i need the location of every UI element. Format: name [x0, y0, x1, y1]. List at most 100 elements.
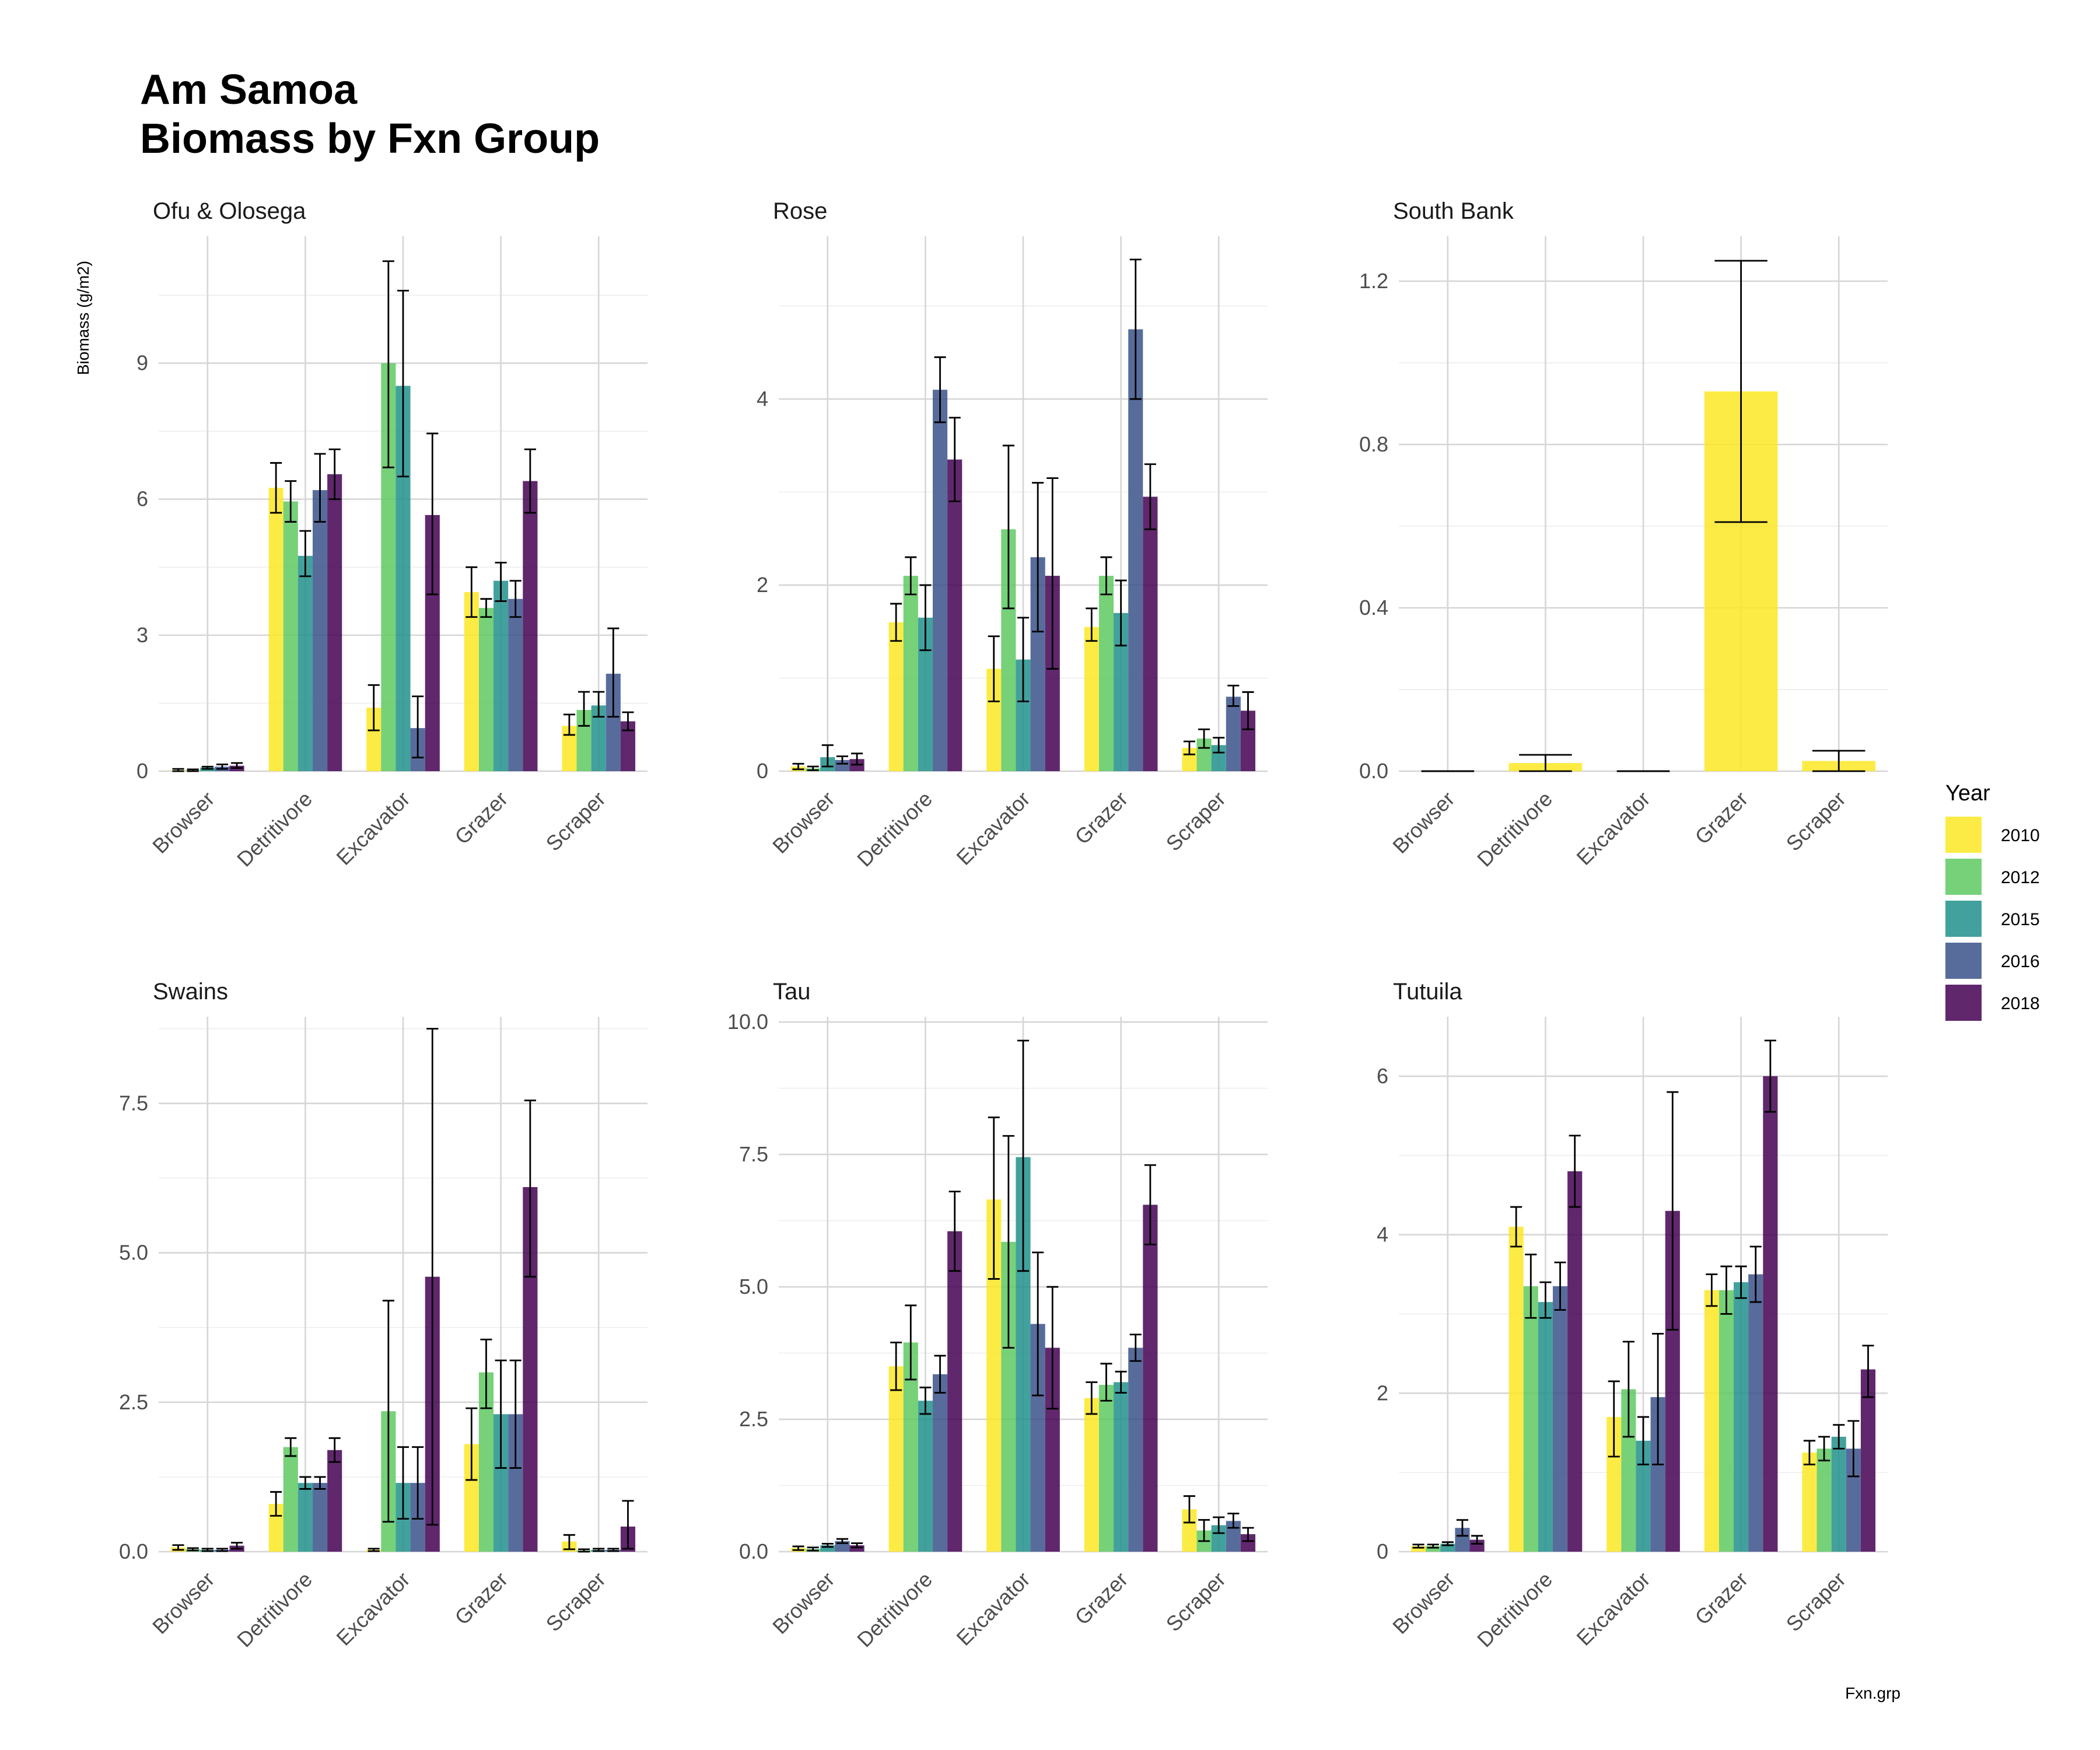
error-bar: [821, 1542, 834, 1548]
error-bar: [1456, 1519, 1468, 1537]
error-bar: [1144, 1164, 1156, 1245]
error-bar: [1213, 1516, 1225, 1534]
legend-label: 2015: [2001, 910, 2040, 929]
error-bar: [299, 1476, 312, 1490]
bar-scraper-2010: [1802, 1452, 1817, 1552]
legend-swatch: [1945, 859, 1982, 895]
bar-browser-2012: [1426, 1546, 1441, 1552]
bar-scraper-2018: [1860, 1369, 1876, 1552]
bar-grazer-2012: [1098, 1385, 1114, 1552]
error-bar: [1539, 1281, 1552, 1319]
bar-detritivore-2012: [283, 501, 298, 771]
error-bar: [480, 1338, 492, 1409]
error-bar: [792, 1545, 804, 1551]
legend-swatch: [1945, 985, 1982, 1021]
legend-item-2016: 2016: [1945, 943, 2040, 979]
x-tick-label: Scraper: [541, 787, 610, 856]
legend-swatch: [1945, 817, 1982, 853]
x-tick-label: Excavator: [951, 787, 1034, 870]
error-bar: [1002, 444, 1014, 610]
bar-detritivore-2012: [903, 576, 918, 771]
y-tick-label: 0.4: [1359, 596, 1388, 620]
error-bar: [285, 480, 297, 523]
panel-title: South Bank: [1393, 198, 1514, 224]
error-bar: [1017, 1040, 1030, 1272]
error-bar: [172, 1544, 184, 1551]
bar-detritivore-2015: [298, 555, 313, 771]
error-bar: [231, 1542, 243, 1550]
y-tick-label: 0.0: [119, 1539, 148, 1563]
y-tick-label: 4: [757, 387, 768, 411]
x-tick-label: Detritivore: [232, 787, 317, 872]
error-bar: [1749, 1245, 1762, 1303]
bar-detritivore-2016: [312, 1483, 328, 1552]
bar-grazer-2016: [1128, 329, 1143, 771]
legend-label: 2018: [2001, 994, 2040, 1013]
error-bar: [1427, 1544, 1439, 1549]
error-bar: [1652, 1333, 1664, 1465]
x-axis-title: Fxn.grp: [1845, 1684, 1901, 1702]
error-bar: [1100, 1363, 1112, 1402]
bar-detritivore-2015: [298, 1483, 313, 1552]
error-bar: [563, 1534, 575, 1550]
error-bar: [426, 432, 439, 596]
y-tick-label: 2: [757, 573, 768, 597]
error-bar: [466, 566, 478, 618]
x-tick-label: Grazer: [1070, 1567, 1132, 1630]
bar-scraper-2015: [1831, 1437, 1846, 1552]
legend-label: 2016: [2001, 952, 2040, 971]
x-tick-label: Grazer: [1690, 1567, 1752, 1630]
bar-browser-2018: [1469, 1539, 1485, 1552]
bar-scraper-2012: [1817, 1448, 1832, 1552]
y-tick-label: 0: [757, 759, 768, 783]
x-tick-label: Excavator: [331, 1567, 414, 1650]
error-bar: [172, 768, 184, 772]
y-tick-label: 0.0: [739, 1539, 768, 1563]
y-tick-label: 0: [1377, 1539, 1388, 1563]
x-tick-label: Scraper: [1782, 1567, 1850, 1636]
y-tick-label: 0: [136, 759, 148, 783]
error-bar: [1046, 1286, 1059, 1410]
error-bar: [1554, 1261, 1566, 1311]
panel-title: Tau: [773, 979, 811, 1005]
bar-browser-2016: [835, 760, 850, 771]
error-bar: [466, 1407, 478, 1481]
x-tick-label: Scraper: [541, 1567, 610, 1636]
error-bar: [1002, 1135, 1014, 1349]
error-bar: [1818, 1436, 1831, 1462]
error-bar: [1046, 477, 1059, 670]
x-tick-label: Detritivore: [1472, 787, 1557, 872]
error-bar: [934, 1354, 946, 1394]
error-bar: [1129, 1334, 1142, 1362]
bar-grazer-2010: [1084, 1398, 1099, 1552]
error-bar: [949, 416, 961, 502]
error-bar: [1198, 1519, 1210, 1542]
error-bar: [905, 556, 917, 596]
error-bar: [890, 1341, 902, 1391]
bar-grazer-2010: [1704, 1290, 1719, 1552]
error-bar: [607, 627, 620, 718]
error-bar: [905, 1304, 917, 1381]
bar-detritivore-2016: [932, 1374, 948, 1552]
error-bar: [836, 755, 848, 765]
y-tick-label: 2.5: [119, 1390, 148, 1414]
error-bar: [231, 762, 243, 769]
bar-detritivore-2018: [327, 474, 342, 771]
x-tick-label: Excavator: [331, 787, 414, 870]
bar-detritivore-2015: [918, 1401, 933, 1552]
bar-grazer-2018: [523, 481, 538, 771]
x-tick-label: Scraper: [1782, 787, 1850, 856]
error-bar: [397, 1446, 410, 1520]
y-tick-label: 2.5: [739, 1407, 768, 1431]
bar-grazer-2018: [1143, 496, 1158, 771]
error-bar: [919, 1387, 932, 1415]
error-bar: [1115, 579, 1127, 647]
error-bar: [495, 562, 507, 602]
y-tick-label: 7.5: [119, 1091, 148, 1115]
error-bar: [285, 1437, 297, 1457]
error-bar: [201, 1548, 214, 1552]
error-bar: [524, 448, 536, 514]
bar-detritivore-2012: [1523, 1286, 1538, 1552]
